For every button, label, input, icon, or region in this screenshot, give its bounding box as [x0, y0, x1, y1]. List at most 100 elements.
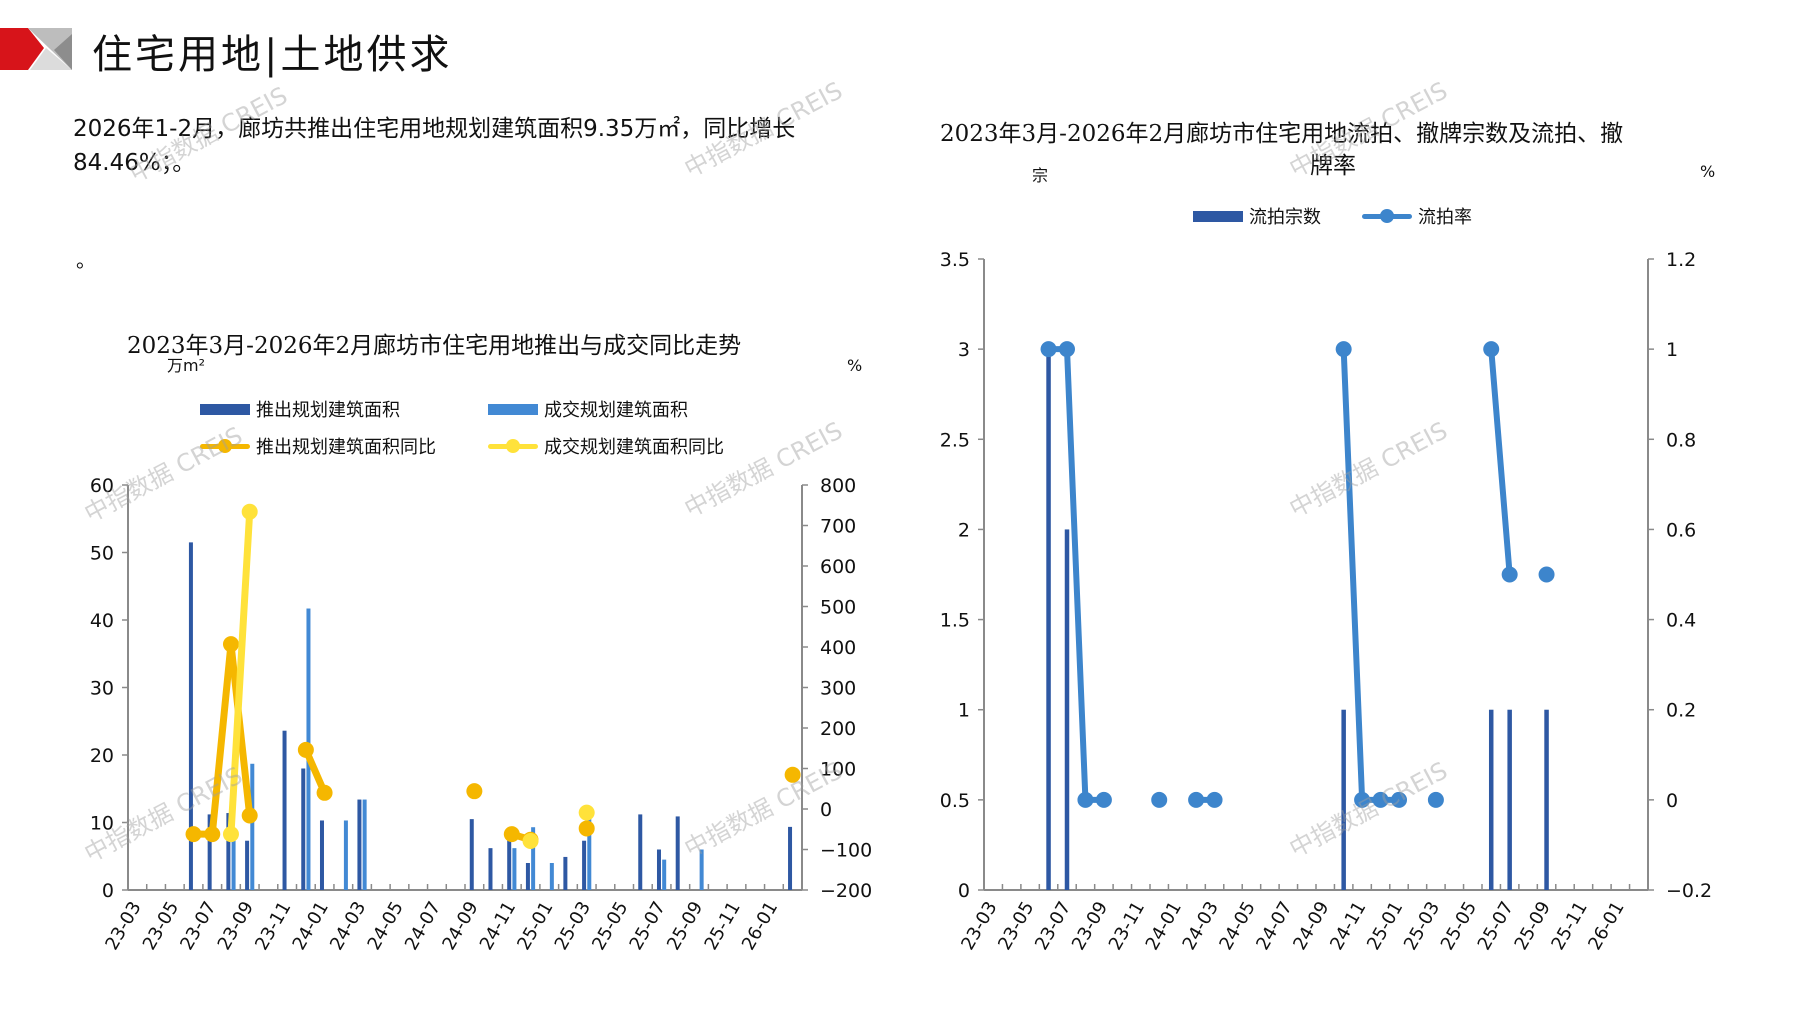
right-x-tick-label: 23-03	[957, 898, 1001, 954]
left-x-tick-label: 25-07	[626, 898, 670, 954]
right-chart-ylabel-right: %	[1700, 162, 1716, 181]
right-bar	[1488, 709, 1494, 890]
right-bar	[1544, 709, 1549, 890]
right-x-tick-label: 24-09	[1289, 898, 1333, 954]
right-y-tick-label-left: 1	[958, 700, 970, 722]
right-x-tick-label: 24-07	[1252, 898, 1296, 954]
left-y-tick-label-left: 10	[90, 813, 114, 835]
right-y-tick-label-right: −0.2	[1666, 880, 1712, 902]
legend-label: 推出规划建筑面积同比	[256, 437, 436, 458]
left-y-tick-label-right: 100	[820, 759, 856, 781]
left-bar	[788, 826, 793, 890]
left-line-point	[578, 804, 595, 821]
left-x-tick-label: 23-07	[176, 898, 220, 954]
logo-dark-shape	[54, 34, 72, 70]
right-line-point	[1538, 566, 1555, 583]
left-bar	[582, 840, 587, 890]
right-y-tick-label-right: 0.6	[1666, 519, 1696, 541]
left-bar	[250, 763, 255, 890]
left-line-point	[222, 826, 239, 843]
right-x-tick-label: 25-05	[1437, 898, 1481, 954]
right-line-segment	[1064, 346, 1089, 803]
right-line-point	[1040, 341, 1057, 358]
right-y-tick-label-left: 2.5	[940, 429, 970, 451]
left-bar	[301, 768, 306, 890]
right-x-tick-label: 25-03	[1400, 898, 1444, 954]
left-line-point	[241, 503, 258, 520]
right-y-tick-label-left: 0	[958, 880, 970, 902]
right-line-point	[1095, 791, 1112, 808]
right-x-tick-label: 24-01	[1142, 898, 1186, 954]
right-y-tick-label-right: 0.4	[1666, 610, 1696, 632]
left-line-point	[297, 741, 314, 758]
left-bar	[231, 839, 236, 890]
right-y-tick-label-right: 0.2	[1666, 700, 1696, 722]
legend-item-push-yoy: 推出规划建筑面积同比	[200, 433, 436, 459]
right-x-tick-label: 23-11	[1105, 898, 1149, 954]
legend-item-push-area: 推出规划建筑面积	[200, 396, 400, 422]
left-x-tick-label: 24-01	[289, 898, 333, 954]
right-line-point	[1335, 341, 1352, 358]
left-bar	[245, 840, 250, 890]
right-chart-ylabel-left: 宗	[1032, 166, 1049, 185]
left-x-tick-label: 24-07	[401, 898, 445, 954]
right-x-tick-label: 25-01	[1363, 898, 1407, 954]
legend-swatch-push-yoy	[200, 435, 250, 457]
left-bar	[531, 827, 536, 890]
left-x-tick-label: 26-01	[738, 898, 782, 954]
left-line-point	[522, 832, 539, 849]
right-bar	[1507, 709, 1512, 890]
left-x-tick-label: 25-03	[551, 898, 595, 954]
logo-gray-shape	[28, 28, 72, 70]
left-x-tick-label: 23-05	[139, 898, 183, 954]
left-line-point	[316, 784, 333, 801]
left-x-tick-label: 23-09	[214, 898, 258, 954]
left-y-tick-label-left: 50	[90, 543, 114, 565]
left-chart-title: 2023年3月-2026年2月廊坊市住宅用地推出与成交同比走势	[127, 333, 742, 359]
right-line-point	[1077, 791, 1094, 808]
legend-item-count: 流拍宗数	[1193, 203, 1321, 229]
logo-light-shape	[30, 48, 72, 70]
right-bar	[1046, 349, 1051, 891]
left-x-tick-label: 25-11	[700, 898, 744, 954]
left-bar	[343, 820, 348, 890]
left-x-tick-label: 25-01	[513, 898, 557, 954]
legend-label: 成交规划建筑面积同比	[544, 437, 724, 458]
right-line-point	[1391, 791, 1407, 808]
page-title: 住宅用地|土地供求	[92, 32, 453, 78]
right-x-tick-label: 24-03	[1179, 898, 1223, 954]
left-y-tick-label-left: 20	[90, 745, 114, 767]
left-chart-ylabel-left: 万m²	[167, 356, 206, 375]
right-line-segment	[1488, 346, 1513, 578]
left-line-point	[241, 807, 258, 824]
left-y-tick-label-right: 800	[820, 475, 856, 497]
left-x-tick-label: 24-11	[476, 898, 520, 954]
left-y-tick-label-right: 700	[820, 516, 856, 538]
left-bar	[507, 828, 512, 890]
right-x-tick-label: 25-09	[1511, 898, 1555, 954]
right-line-point	[1483, 341, 1500, 358]
left-y-tick-label-right: 300	[820, 678, 856, 700]
left-bar	[226, 813, 231, 890]
intro-paragraph: 2026年1-2月，廊坊共推出住宅用地规划建筑面积9.35万㎡，同比增长84.4…	[73, 116, 796, 176]
left-bar	[563, 856, 568, 890]
left-y-tick-label-right: 200	[820, 718, 856, 740]
left-bar	[699, 849, 704, 890]
left-bar	[675, 816, 680, 890]
trailing-text: 。	[76, 248, 96, 272]
left-x-tick-label: 24-03	[326, 898, 370, 954]
right-chart-title-line1: 2023年3月-2026年2月廊坊市住宅用地流拍、撤牌宗数及流拍、撤	[940, 121, 1624, 147]
left-line-segment	[208, 640, 235, 838]
left-line-segment	[227, 508, 254, 838]
legend-swatch-deal-yoy	[488, 435, 538, 457]
legend-item-deal-yoy: 成交规划建筑面积同比	[488, 433, 724, 459]
left-y-tick-label-right: 0	[820, 799, 832, 821]
left-bar	[207, 814, 212, 890]
legend-label: 流拍率	[1418, 207, 1472, 228]
left-x-tick-label: 24-09	[438, 898, 482, 954]
right-y-tick-label-left: 2	[958, 519, 970, 541]
right-line-point	[1372, 791, 1389, 808]
left-x-tick-label: 25-05	[588, 898, 632, 954]
left-bar	[662, 859, 667, 890]
left-line-point	[185, 826, 202, 843]
